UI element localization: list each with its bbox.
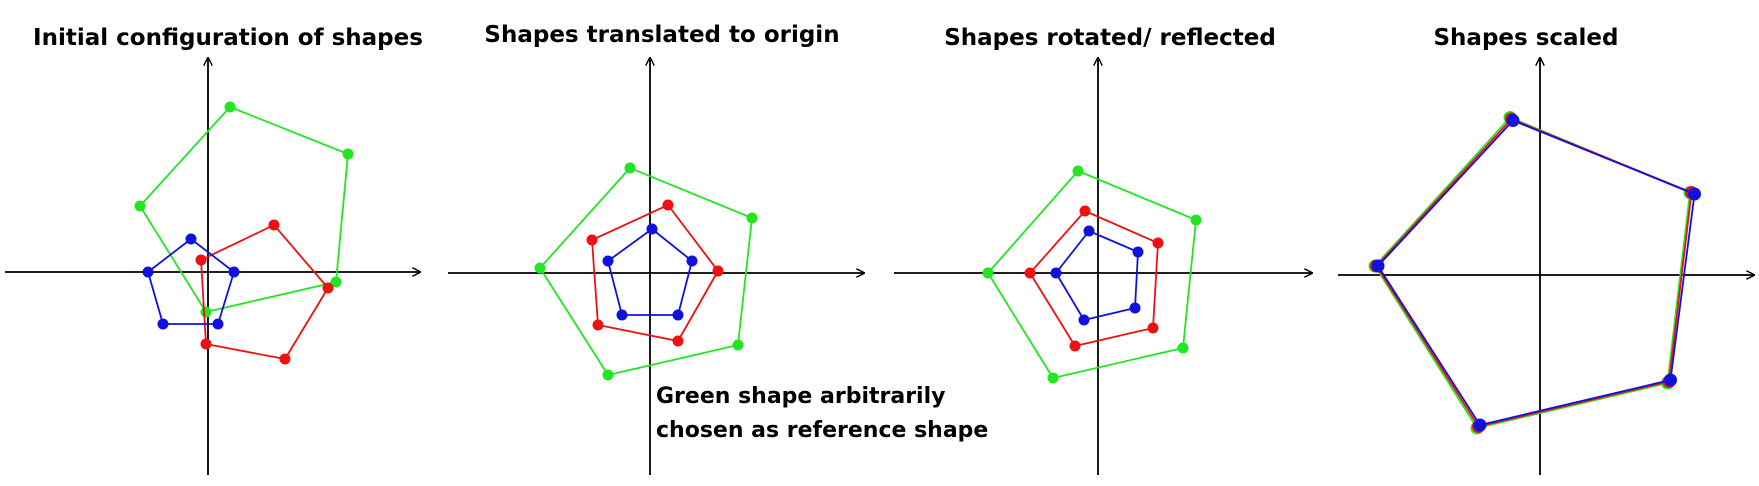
red-vertex-translated-4 bbox=[592, 319, 604, 331]
red-vertex-initial-4 bbox=[200, 338, 212, 350]
blue-vertex-rotated-1 bbox=[1083, 225, 1095, 237]
green-shape-initial bbox=[139, 106, 349, 313]
panel-title-translated: Shapes translated to origin bbox=[484, 22, 839, 48]
blue-vertex-rotated-2 bbox=[1132, 246, 1144, 258]
red-vertex-translated-1 bbox=[662, 199, 674, 211]
red-vertex-rotated-1 bbox=[1079, 205, 1091, 217]
red-shape-rotated bbox=[1029, 210, 1159, 347]
red-vertex-translated-5 bbox=[586, 234, 598, 246]
green-vertex-translated-5 bbox=[534, 262, 546, 274]
blue-vertex-rotated-3 bbox=[1129, 302, 1141, 314]
blue-vertex-scaled-5 bbox=[1371, 259, 1385, 273]
red-vertex-rotated-3 bbox=[1147, 322, 1159, 334]
blue-vertex-translated-2 bbox=[686, 255, 698, 267]
red-vertex-rotated-4 bbox=[1069, 340, 1081, 352]
panel-title-scaled: Shapes scaled bbox=[1433, 25, 1618, 51]
blue-vertex-initial-3 bbox=[212, 318, 224, 330]
green-vertex-initial-5 bbox=[134, 200, 146, 212]
green-shape-translated bbox=[539, 167, 753, 376]
red-vertex-initial-1 bbox=[268, 219, 280, 231]
red-vertex-initial-2 bbox=[322, 282, 334, 294]
blue-vertex-scaled-3 bbox=[1664, 373, 1677, 387]
green-vertex-rotated-4 bbox=[1047, 372, 1059, 384]
shapes-translated bbox=[534, 162, 758, 381]
blue-shape-initial bbox=[147, 238, 235, 325]
green-vertex-initial-3 bbox=[330, 276, 342, 288]
panel-title-rotated: Shapes rotated/ reflected bbox=[944, 25, 1276, 51]
green-vertex-rotated-2 bbox=[1190, 214, 1202, 226]
blue-shape-rotated bbox=[1055, 230, 1139, 321]
red-vertex-translated-3 bbox=[672, 335, 684, 347]
red-shape-scaled bbox=[1375, 118, 1693, 428]
blue-vertex-rotated-4 bbox=[1078, 314, 1090, 326]
blue-vertex-rotated-5 bbox=[1050, 267, 1062, 279]
green-vertex-translated-4 bbox=[602, 369, 614, 381]
blue-vertex-scaled-1 bbox=[1506, 114, 1520, 127]
blue-vertex-scaled-4 bbox=[1473, 418, 1487, 432]
red-vertex-translated-2 bbox=[712, 265, 724, 277]
green-vertex-rotated-5 bbox=[982, 267, 994, 279]
reference-note-line1: Green shape arbitrarily bbox=[656, 384, 945, 409]
blue-vertex-translated-5 bbox=[602, 255, 614, 267]
red-shape-initial bbox=[200, 224, 329, 360]
green-vertex-initial-1 bbox=[224, 101, 236, 113]
blue-vertex-scaled-2 bbox=[1688, 187, 1701, 201]
shapes-scaled bbox=[1368, 111, 1701, 435]
blue-vertex-initial-1 bbox=[185, 233, 197, 245]
green-vertex-translated-3 bbox=[732, 339, 744, 351]
red-vertex-rotated-2 bbox=[1152, 237, 1164, 249]
blue-vertex-initial-5 bbox=[142, 266, 154, 278]
shapes-initial bbox=[134, 101, 354, 365]
red-vertex-initial-5 bbox=[195, 254, 207, 266]
blue-vertex-initial-4 bbox=[157, 318, 169, 330]
panel-translated: Shapes translated to origin Green shape … bbox=[448, 22, 988, 475]
panel-title-initial: Initial configuration of shapes bbox=[33, 25, 423, 51]
blue-vertex-initial-2 bbox=[228, 266, 240, 278]
panel-scaled: Shapes scaled bbox=[1338, 25, 1754, 475]
blue-vertex-translated-3 bbox=[672, 309, 684, 321]
panel-initial: Initial configuration of shapes bbox=[5, 25, 423, 475]
blue-shape-scaled bbox=[1377, 119, 1696, 426]
reference-note-line2: chosen as reference shape bbox=[656, 418, 988, 443]
shapes-rotated bbox=[982, 165, 1202, 384]
green-vertex-rotated-3 bbox=[1177, 342, 1189, 354]
panel-rotated: Shapes rotated/ reflected bbox=[894, 25, 1312, 475]
blue-vertex-translated-4 bbox=[616, 309, 628, 321]
green-vertex-translated-2 bbox=[746, 212, 758, 224]
red-vertex-rotated-5 bbox=[1024, 267, 1036, 279]
green-vertex-translated-1 bbox=[624, 162, 636, 174]
blue-vertex-translated-1 bbox=[646, 223, 658, 235]
green-vertex-initial-2 bbox=[342, 148, 354, 160]
red-vertex-initial-3 bbox=[279, 353, 291, 365]
green-shape-scaled bbox=[1374, 116, 1691, 429]
green-vertex-initial-4 bbox=[200, 306, 212, 318]
blue-shape-translated bbox=[607, 228, 693, 316]
green-shape-rotated bbox=[987, 170, 1197, 379]
green-vertex-rotated-1 bbox=[1072, 165, 1084, 177]
red-shape-translated bbox=[591, 204, 719, 342]
